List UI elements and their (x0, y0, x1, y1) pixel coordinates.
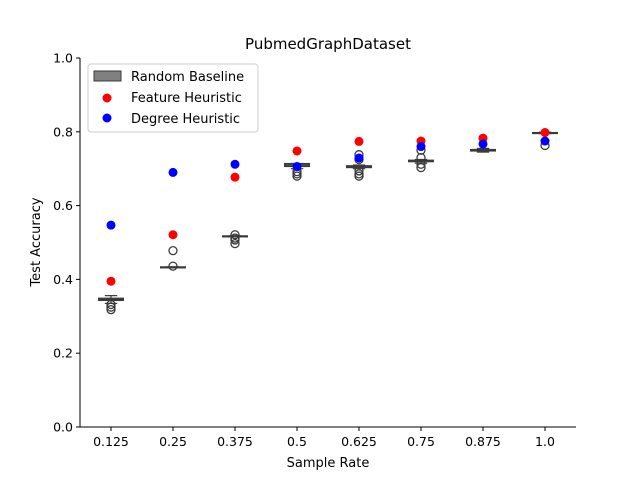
scatter-point (230, 172, 240, 182)
y-tick-label: 0.0 (53, 420, 73, 435)
scatter-point (292, 161, 302, 171)
box-outlier (168, 245, 178, 256)
x-tick-label: 0.375 (217, 434, 253, 449)
degree-heuristic-series (106, 136, 550, 230)
box-plot (470, 147, 497, 153)
box-outlier (106, 299, 116, 310)
box-plot (160, 245, 187, 271)
y-tick-label: 0.6 (53, 198, 73, 213)
scatter-point (354, 153, 364, 163)
box-outlier (354, 169, 364, 179)
legend-label-degree-heuristic: Degree Heuristic (131, 112, 240, 127)
scatter-point (168, 230, 178, 240)
x-tick-label: 0.25 (159, 434, 187, 449)
box-outlier (106, 305, 116, 315)
x-tick-label: 0.75 (407, 434, 435, 449)
x-tick-label: 0.875 (465, 434, 501, 449)
box-outlier (416, 159, 426, 169)
legend-label-random-baseline: Random Baseline (131, 70, 244, 85)
feature-heuristic-series (106, 128, 550, 286)
y-tick-label: 1.0 (53, 51, 73, 66)
x-axis-label: Sample Rate (287, 456, 370, 471)
legend-label-feature-heuristic: Feature Heuristic (131, 91, 242, 106)
scatter-point (354, 136, 364, 146)
legend-swatch-random-baseline (93, 70, 122, 82)
box-outlier (230, 238, 240, 249)
chart-title: PubmedGraphDataset (245, 35, 411, 53)
legend-marker-degree-heuristic (102, 113, 112, 123)
box-outlier (230, 230, 240, 240)
x-ticks: 0.125 0.25 0.375 0.5 0.625 0.75 0.875 1.0 (93, 427, 555, 449)
box-plot (222, 230, 249, 249)
box-outlier (230, 233, 240, 243)
y-tick-label: 0.4 (53, 272, 73, 287)
x-tick-label: 1.0 (535, 434, 555, 449)
scatter-point (106, 220, 116, 230)
scatter-point (540, 136, 550, 146)
y-axis-label: Test Accuracy (29, 197, 44, 287)
y-tick-label: 0.2 (53, 346, 73, 361)
y-ticks: 0.0 0.2 0.4 0.6 0.8 1.0 (53, 51, 80, 435)
box-outlier (106, 302, 116, 312)
box-outlier (354, 166, 364, 176)
scatter-point (230, 159, 240, 169)
scatter-point (540, 128, 550, 138)
x-tick-label: 0.5 (287, 434, 307, 449)
scatter-point (478, 139, 488, 149)
scatter-point (292, 146, 302, 156)
legend-frame (87, 63, 259, 133)
legend-marker-feature-heuristic (102, 93, 112, 103)
box-plot (97, 295, 124, 315)
legend: Random Baseline Feature Heuristic Degree… (87, 63, 259, 133)
scatter-point (416, 142, 426, 152)
y-tick-label: 0.8 (53, 124, 73, 139)
x-tick-label: 0.625 (341, 434, 377, 449)
box-outlier (416, 162, 426, 173)
x-tick-label: 0.125 (93, 434, 129, 449)
scatter-point (168, 167, 178, 177)
box-outlier (168, 261, 178, 271)
scatter-point (106, 276, 116, 286)
plot-area (97, 128, 558, 315)
